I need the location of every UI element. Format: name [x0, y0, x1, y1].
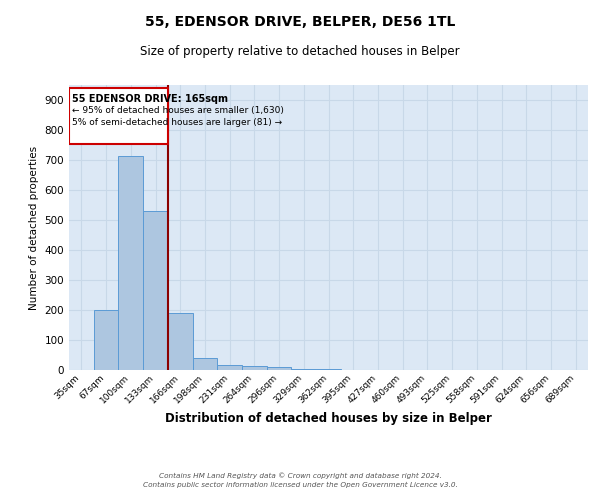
Bar — [143, 211, 168, 370]
Text: ← 95% of detached houses are smaller (1,630): ← 95% of detached houses are smaller (1,… — [72, 106, 284, 115]
Text: Contains HM Land Registry data © Crown copyright and database right 2024.
Contai: Contains HM Land Registry data © Crown c… — [143, 472, 457, 488]
Text: 55 EDENSOR DRIVE: 165sqm: 55 EDENSOR DRIVE: 165sqm — [72, 94, 228, 104]
Bar — [94, 310, 118, 370]
Text: 55, EDENSOR DRIVE, BELPER, DE56 1TL: 55, EDENSOR DRIVE, BELPER, DE56 1TL — [145, 15, 455, 29]
Bar — [168, 313, 193, 370]
Text: 5% of semi-detached houses are larger (81) →: 5% of semi-detached houses are larger (8… — [72, 118, 282, 127]
Bar — [69, 88, 168, 144]
X-axis label: Distribution of detached houses by size in Belper: Distribution of detached houses by size … — [165, 412, 492, 425]
Bar — [242, 366, 267, 370]
Bar — [217, 365, 242, 370]
Y-axis label: Number of detached properties: Number of detached properties — [29, 146, 39, 310]
Bar — [118, 156, 143, 370]
Bar — [267, 367, 292, 370]
Text: Size of property relative to detached houses in Belper: Size of property relative to detached ho… — [140, 45, 460, 58]
Bar — [193, 358, 217, 370]
Bar — [292, 368, 316, 370]
